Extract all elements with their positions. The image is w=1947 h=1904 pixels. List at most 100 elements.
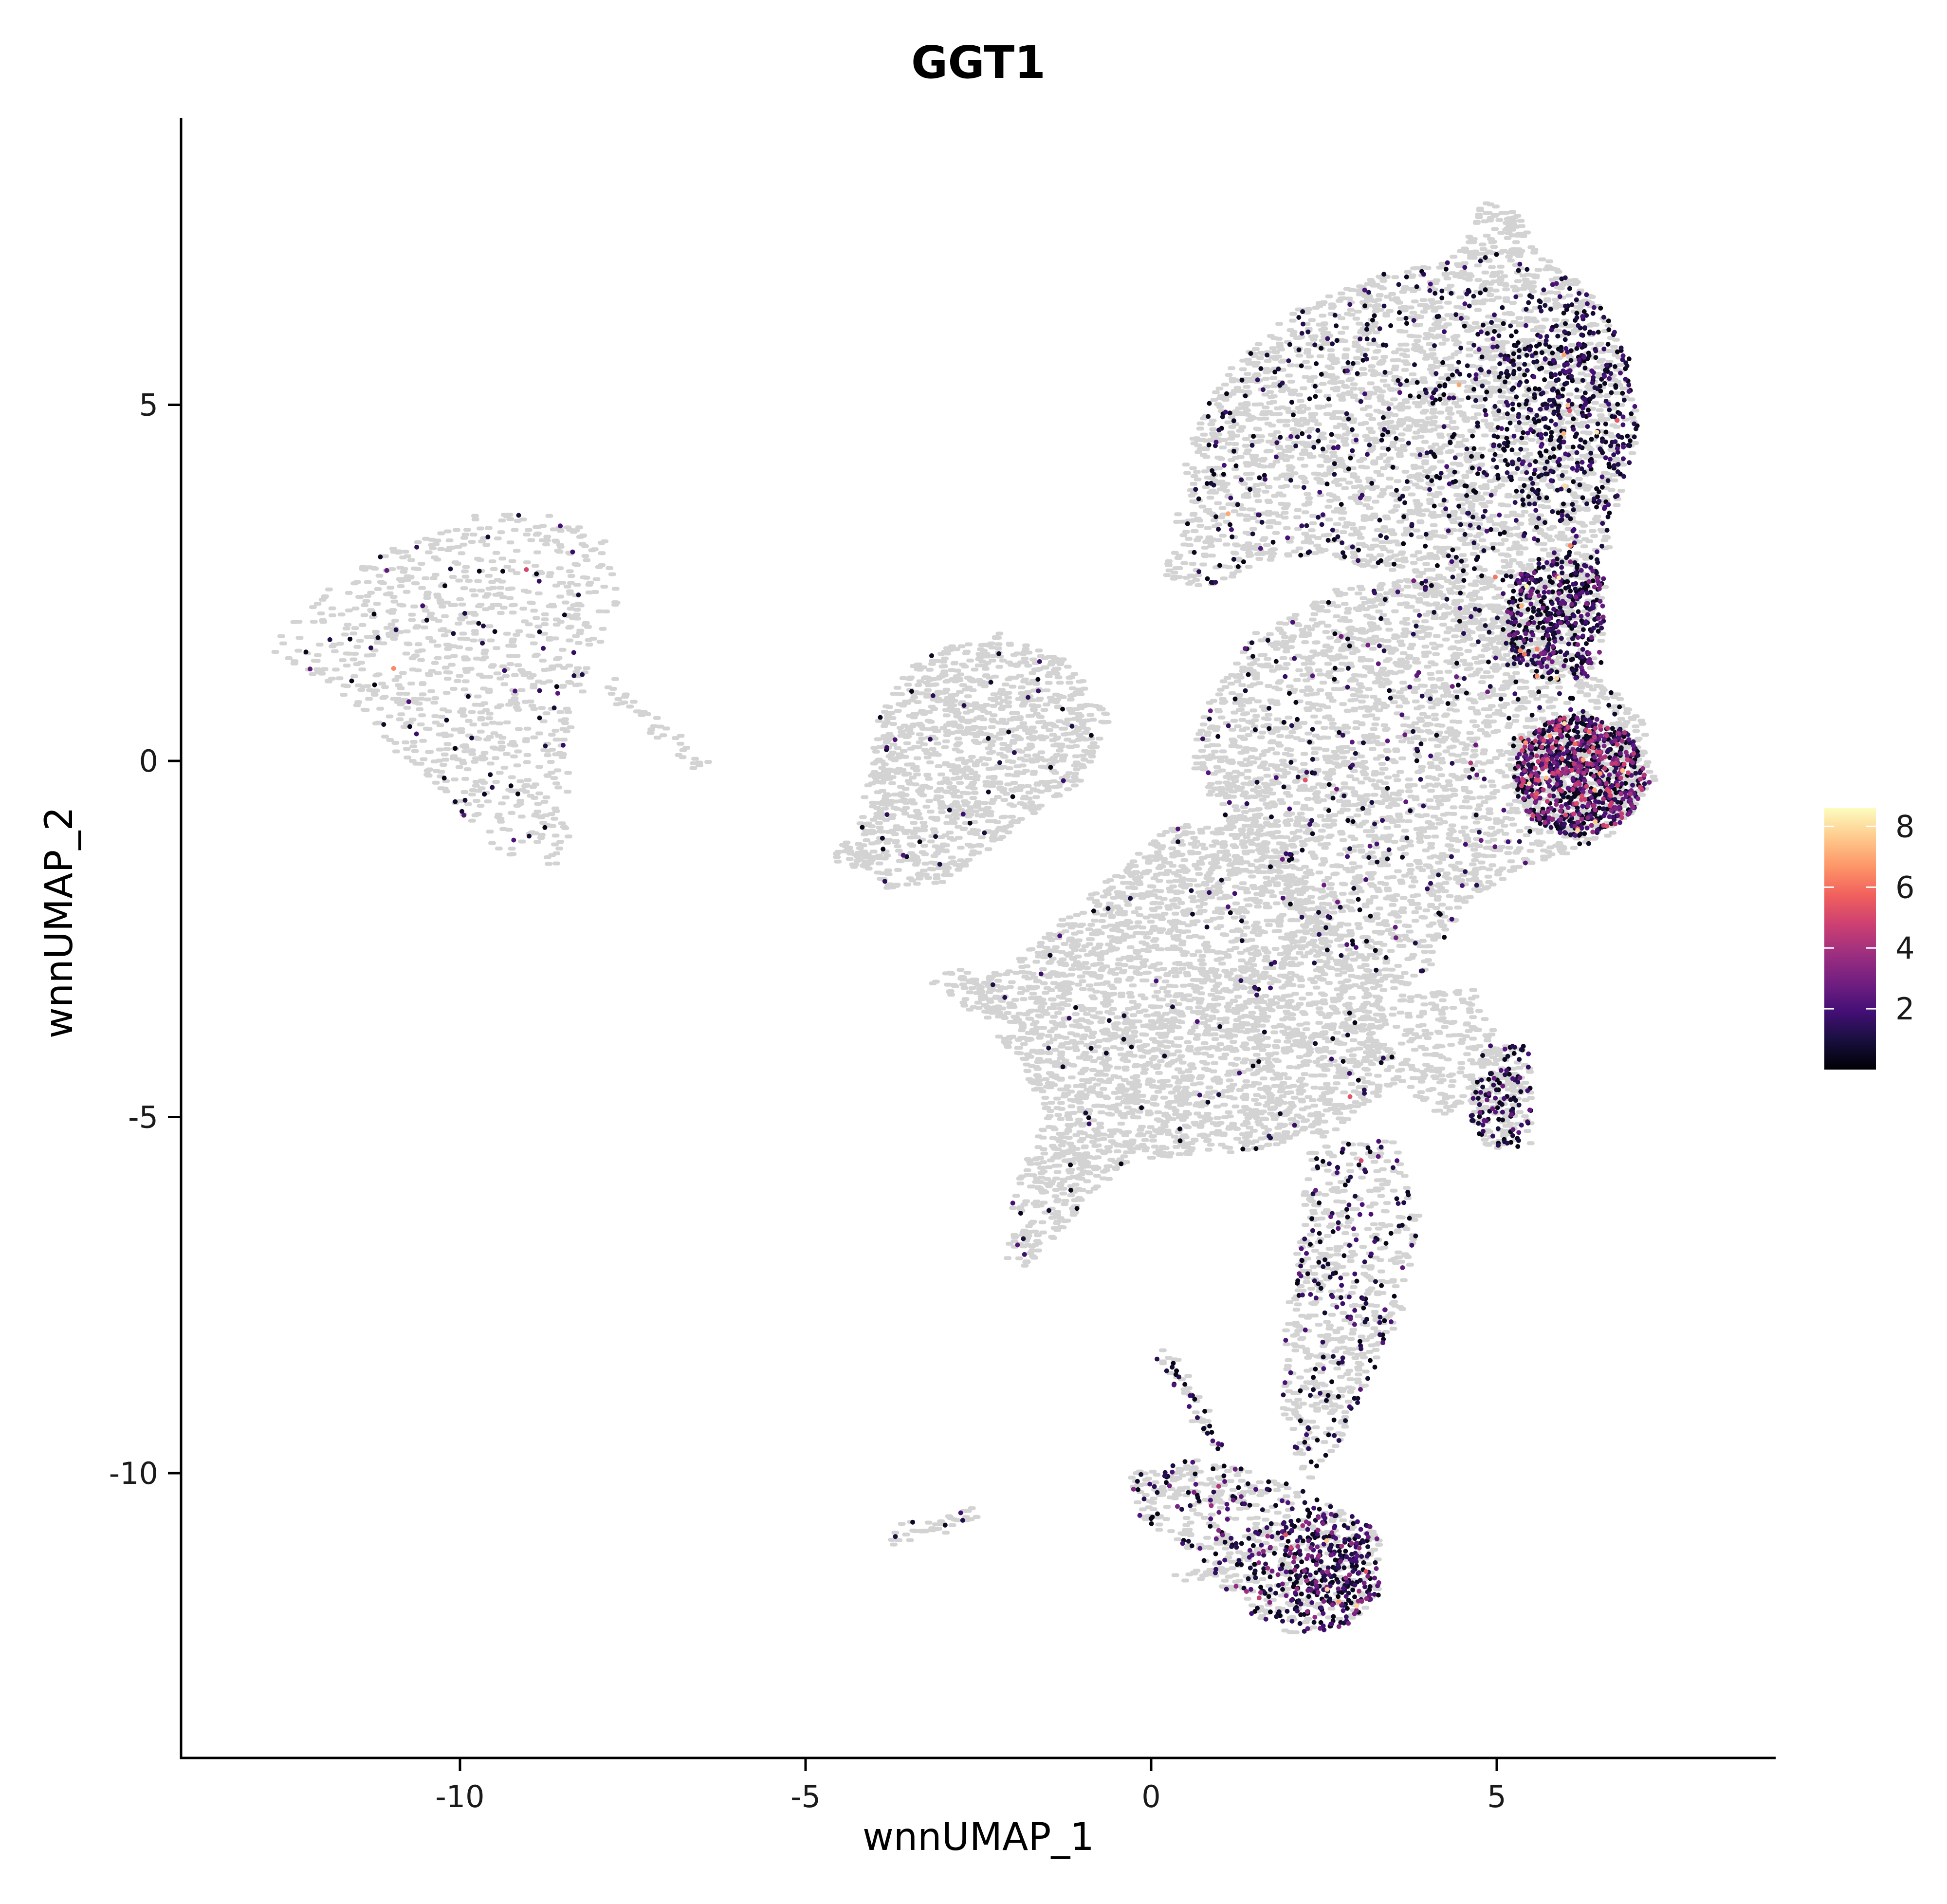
expression-point <box>1549 403 1555 408</box>
expression-point <box>551 705 557 711</box>
expression-point <box>1632 421 1637 426</box>
expression-point <box>1399 712 1405 718</box>
expression-point <box>1574 724 1579 730</box>
expression-point <box>1570 696 1575 701</box>
expression-point <box>1423 543 1428 549</box>
expression-point <box>967 820 973 826</box>
expression-point <box>1497 531 1503 536</box>
expression-point <box>1517 348 1522 353</box>
expression-point <box>1303 777 1308 783</box>
expression-point <box>1304 1432 1309 1437</box>
expression-point <box>1329 1530 1335 1535</box>
expression-point <box>1469 1113 1474 1118</box>
expression-point <box>1597 771 1602 776</box>
expression-point <box>1397 390 1402 395</box>
expression-point <box>1483 623 1488 628</box>
expression-point <box>1193 1481 1198 1487</box>
expression-point <box>1508 1140 1514 1145</box>
expression-point <box>1192 1397 1197 1402</box>
expression-point <box>1207 716 1212 721</box>
expression-point <box>1427 288 1433 293</box>
expression-point <box>1582 397 1587 402</box>
expression-point <box>1265 638 1270 643</box>
expression-point <box>1515 697 1521 702</box>
expression-point <box>1557 457 1562 462</box>
expression-point <box>1434 733 1439 738</box>
expression-point <box>1269 1534 1275 1539</box>
expression-point <box>1579 665 1584 670</box>
expression-point <box>1514 777 1520 783</box>
expression-point <box>1490 336 1496 341</box>
expression-point <box>1348 1316 1353 1321</box>
expression-point <box>1220 414 1225 420</box>
expression-point <box>1167 1483 1172 1488</box>
expression-point <box>1475 639 1481 645</box>
expression-point <box>1419 581 1425 586</box>
expression-point <box>1402 732 1408 738</box>
expression-point <box>1490 344 1496 350</box>
expression-point <box>1403 315 1409 321</box>
expression-point <box>1505 1141 1510 1146</box>
expression-point <box>1457 606 1463 611</box>
expression-point <box>1247 1502 1252 1508</box>
expression-point <box>1176 839 1181 845</box>
expression-point <box>1596 489 1601 495</box>
expression-point <box>1500 577 1506 583</box>
expression-point <box>1445 260 1450 265</box>
expression-point <box>1478 838 1484 843</box>
expression-point <box>1429 478 1434 483</box>
expression-point <box>1368 1212 1374 1217</box>
expression-point <box>1537 387 1542 392</box>
expression-point <box>1257 475 1262 481</box>
expression-point <box>1466 395 1471 401</box>
expression-point <box>1555 408 1561 414</box>
expression-point <box>1347 643 1352 648</box>
expression-point <box>1568 559 1573 564</box>
expression-point <box>1570 444 1576 450</box>
expression-point <box>1369 481 1375 486</box>
expression-point <box>1382 597 1388 602</box>
expression-point <box>1441 498 1447 503</box>
expression-point <box>1408 393 1413 399</box>
expression-point <box>1518 446 1524 452</box>
expression-point <box>1543 753 1548 758</box>
expression-point <box>1547 398 1552 403</box>
expression-point <box>1570 582 1576 587</box>
expression-point <box>880 835 885 841</box>
expression-point <box>1581 309 1587 314</box>
expression-point <box>1353 945 1359 950</box>
expression-point <box>1303 1328 1308 1332</box>
expression-point <box>1590 311 1596 316</box>
expression-point <box>368 645 373 650</box>
expression-point <box>1548 825 1554 830</box>
expression-point <box>1284 1481 1289 1486</box>
expression-point <box>1325 1565 1331 1571</box>
expression-point <box>1477 1102 1482 1107</box>
expression-point <box>1573 621 1578 626</box>
expression-point <box>1567 615 1573 621</box>
expression-point <box>1372 1591 1377 1597</box>
expression-point <box>1250 1543 1256 1548</box>
expression-point <box>1513 679 1519 684</box>
expression-point <box>1607 362 1613 368</box>
expression-point <box>1532 501 1537 506</box>
expression-point <box>1442 383 1448 388</box>
expression-point <box>1607 510 1612 516</box>
expression-point <box>1494 464 1499 470</box>
expression-point <box>1602 374 1607 379</box>
expression-point <box>1555 333 1561 339</box>
expression-point <box>1226 904 1231 909</box>
expression-point <box>1448 440 1453 445</box>
expression-point <box>1521 638 1526 643</box>
expression-point <box>1223 409 1228 415</box>
expression-point <box>1548 307 1553 312</box>
expression-point <box>1376 1592 1381 1598</box>
expression-point <box>1499 426 1504 431</box>
expression-point <box>1341 793 1347 798</box>
expression-point <box>1471 446 1477 451</box>
expression-point <box>1287 851 1292 857</box>
expression-point <box>1464 690 1469 696</box>
expression-point <box>1615 469 1620 474</box>
expression-point <box>1521 459 1526 464</box>
expression-point <box>1622 790 1628 795</box>
